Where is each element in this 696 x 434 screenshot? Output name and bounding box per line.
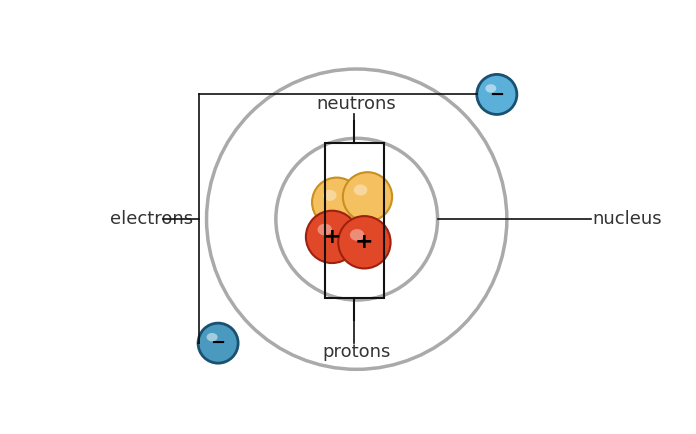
- Text: neutrons: neutrons: [317, 95, 397, 113]
- Bar: [325, 143, 383, 299]
- Circle shape: [198, 323, 238, 363]
- Ellipse shape: [350, 229, 364, 241]
- Circle shape: [343, 172, 392, 221]
- Text: −: −: [210, 334, 226, 352]
- Circle shape: [312, 178, 361, 227]
- Text: +: +: [355, 232, 374, 252]
- Ellipse shape: [354, 184, 367, 195]
- Ellipse shape: [207, 333, 218, 341]
- Text: +: +: [323, 227, 341, 247]
- Text: nucleus: nucleus: [592, 210, 662, 228]
- Circle shape: [306, 210, 358, 263]
- Circle shape: [477, 74, 517, 115]
- Text: −: −: [489, 85, 505, 103]
- Ellipse shape: [323, 190, 337, 201]
- Circle shape: [338, 216, 390, 269]
- Text: electrons: electrons: [110, 210, 193, 228]
- Text: protons: protons: [322, 343, 391, 362]
- Ellipse shape: [485, 84, 496, 92]
- Ellipse shape: [317, 224, 332, 235]
